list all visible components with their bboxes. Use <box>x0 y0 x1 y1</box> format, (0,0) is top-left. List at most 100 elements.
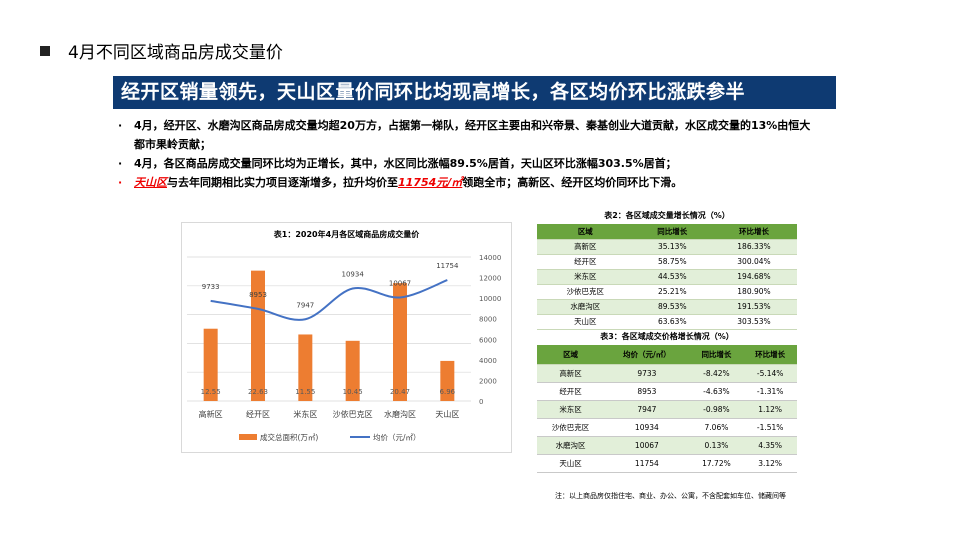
x-tick-label: 经开区 <box>246 409 270 419</box>
table-row: 沙依巴克区 25.21% 180.90% <box>537 284 797 300</box>
table-cell: 经开区 <box>537 382 605 401</box>
bar-data-label: 10.45 <box>343 388 363 396</box>
page-title-text: 4月不同区域商品房成交量价 <box>68 43 283 63</box>
table-cell: 186.33% <box>710 239 797 255</box>
table-cell: 17.72% <box>689 454 744 473</box>
table-cell: 180.90% <box>710 284 797 300</box>
table-row: 高新区 35.13% 186.33% <box>537 239 797 255</box>
legend-bar-label: 成交总面积(万㎡) <box>260 432 318 442</box>
bar-data-label: 22.63 <box>248 388 268 396</box>
table-cell: -0.98% <box>689 400 744 419</box>
table-cell: 天山区 <box>537 454 605 473</box>
y-right-tick-label: 4000 <box>479 357 497 365</box>
column-header: 环比增长 <box>743 345 797 365</box>
column-header: 区域 <box>537 224 634 240</box>
table3-title: 表3：各区域成交价格增长情况（%） <box>600 332 734 341</box>
table-cell: 58.75% <box>633 254 711 270</box>
y-right-tick-label: 8000 <box>479 316 497 324</box>
y-right-tick-label: 6000 <box>479 336 497 344</box>
bullet-item: 4月，各区商品房成交量同环比均为正增长，其中，水区同比涨幅89.5%居首，天山区… <box>118 154 818 173</box>
table-cell: 4.35% <box>743 436 797 455</box>
table-cell: 经开区 <box>537 254 634 270</box>
bar <box>251 270 265 401</box>
table-cell: 8953 <box>604 382 690 401</box>
table-row: 经开区 58.75% 300.04% <box>537 254 797 270</box>
x-tick-label: 高新区 <box>199 409 223 419</box>
bullet-text: 与去年同期相比实力项目逐渐增多，拉升均价至 <box>167 176 398 189</box>
table-cell: 高新区 <box>537 239 634 255</box>
table-cell: -5.14% <box>743 364 797 383</box>
x-tick-label: 米东区 <box>293 409 317 419</box>
bullet-item: 天山区与去年同期相比实力项目逐渐增多，拉升均价至11754元/㎡领跑全市；高新区… <box>118 173 818 192</box>
table-cell: 高新区 <box>537 364 605 383</box>
table-cell: 194.68% <box>710 269 797 285</box>
table-cell: 7947 <box>604 400 690 419</box>
table-row: 天山区 63.63% 303.53% <box>537 314 797 330</box>
table-cell: 米东区 <box>537 400 605 419</box>
x-tick-label: 天山区 <box>435 409 459 419</box>
bullet-text: 领跑全市；高新区、经开区均价同环比下滑。 <box>462 176 683 189</box>
table-row: 经开区 8953 -4.63% -1.31% <box>537 382 797 401</box>
table-cell: 沙依巴克区 <box>537 418 605 437</box>
price-growth-table: 区域 均价（元/㎡） 同比增长 环比增长 高新区 9733 -8.42% -5.14% 经开区 8… <box>537 345 797 473</box>
volume-growth-table: 区域 同比增长 环比增长 高新区 35.13% 186.33% 经开区 58.75% 300.0… <box>537 224 797 330</box>
table-cell: 11754 <box>604 454 690 473</box>
line-data-label: 10067 <box>389 279 411 287</box>
bar-data-label: 11.55 <box>295 388 315 396</box>
bar-data-label: 12.55 <box>201 388 221 396</box>
line-data-label: 10934 <box>342 271 365 279</box>
table-row: 米东区 7947 -0.98% 1.12% <box>537 400 797 419</box>
page-title: 4月不同区域商品房成交量价 <box>40 38 283 63</box>
bar <box>298 334 313 401</box>
bullet-item: 4月，经开区、水磨沟区商品房成交量均超20万方，占据第一梯队，经开区主要由和兴帝… <box>118 116 818 154</box>
table-cell: 9733 <box>604 364 690 383</box>
table-cell: 10934 <box>604 418 690 437</box>
table-header-row: 区域 均价（元/㎡） 同比增长 环比增长 <box>537 345 797 365</box>
table-row: 水磨沟区 10067 0.13% 4.35% <box>537 436 797 455</box>
line-data-label: 7947 <box>296 301 314 309</box>
column-header: 同比增长 <box>689 345 744 365</box>
table-cell: -1.31% <box>743 382 797 401</box>
line-data-label: 8953 <box>249 291 267 299</box>
highlight-text: 11754元/㎡ <box>398 176 463 189</box>
table-cell: 1.12% <box>743 400 797 419</box>
bullet-square-icon <box>40 45 50 56</box>
column-header: 区域 <box>537 345 605 365</box>
table-cell: 7.06% <box>689 418 744 437</box>
x-tick-label: 水磨沟区 <box>384 409 416 419</box>
legend-line-label: 均价（元/㎡） <box>373 432 421 442</box>
table-row: 米东区 44.53% 194.68% <box>537 269 797 285</box>
table-cell: 0.13% <box>689 436 744 455</box>
table-cell: -8.42% <box>689 364 744 383</box>
table-header-row: 区域 同比增长 环比增长 <box>537 224 797 240</box>
table-row: 天山区 11754 17.72% 3.12% <box>537 454 797 473</box>
line-data-label: 11754 <box>436 262 459 270</box>
column-header: 同比增长 <box>633 224 711 240</box>
bar <box>345 340 360 401</box>
table-cell: 水磨沟区 <box>537 299 634 315</box>
column-header: 环比增长 <box>710 224 797 240</box>
bullet-list: 4月，经开区、水磨沟区商品房成交量均超20万方，占据第一梯队，经开区主要由和兴帝… <box>118 116 818 192</box>
table-cell: 89.53% <box>633 299 711 315</box>
footnote: 注：以上商品房仅指住宅、商业、办公、公寓，不含配套如车位、储藏间等 <box>555 492 786 500</box>
y-right-tick-label: 14000 <box>479 254 501 262</box>
combo-chart: 表1：2020年4月各区域商品房成交量价 0.005.0010.0015.002… <box>181 222 512 453</box>
table-cell: 300.04% <box>710 254 797 270</box>
legend-bar-swatch <box>239 434 257 440</box>
table2-title: 表2：各区域成交量增长情况（%） <box>604 211 730 220</box>
table-cell: 35.13% <box>633 239 711 255</box>
bar <box>203 328 218 401</box>
table-cell: -4.63% <box>689 382 744 401</box>
table-cell: 沙依巴克区 <box>537 284 634 300</box>
y-right-tick-label: 2000 <box>479 377 497 385</box>
price-line <box>210 279 448 321</box>
bar-data-label: 6.96 <box>440 388 456 396</box>
line-data-label: 9733 <box>202 283 220 291</box>
table-row: 水磨沟区 89.53% 191.53% <box>537 299 797 315</box>
table-cell: 44.53% <box>633 269 711 285</box>
y-right-tick-label: 12000 <box>479 275 501 283</box>
table-cell: 10067 <box>604 436 690 455</box>
column-header: 均价（元/㎡） <box>604 345 690 365</box>
table-cell: 米东区 <box>537 269 634 285</box>
table-cell: 水磨沟区 <box>537 436 605 455</box>
